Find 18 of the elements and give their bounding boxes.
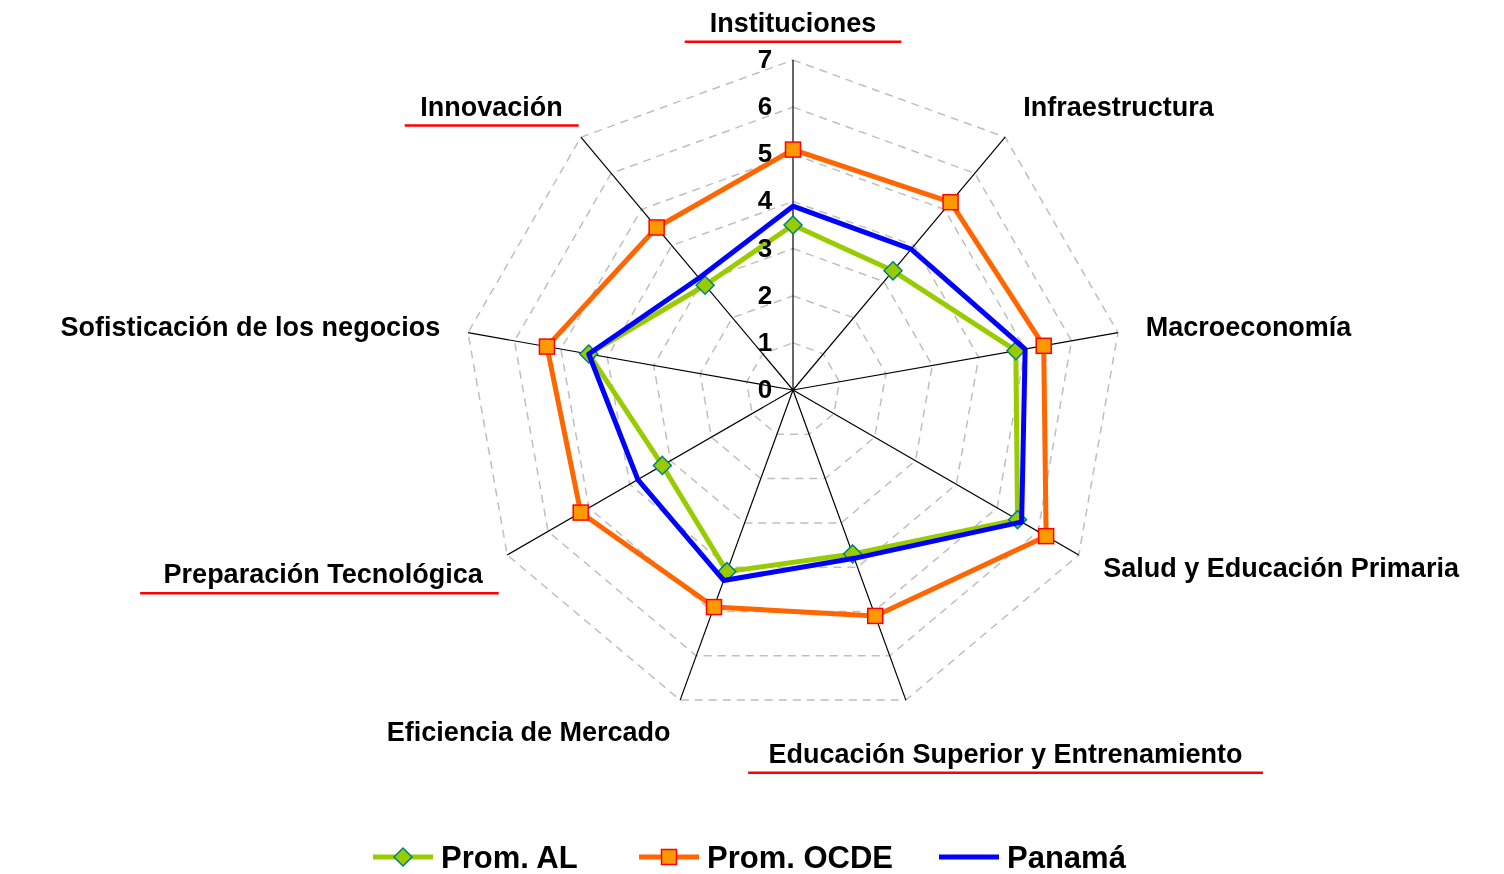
spoke-label: Educación Superior y Entrenamiento <box>768 738 1243 769</box>
y-tick-label: 1 <box>757 326 773 357</box>
legend-label: Prom. OCDE <box>707 840 894 874</box>
spoke-label: Infraestructura <box>1023 91 1215 122</box>
spoke-label: Salud y Educación Primaria <box>1103 553 1460 584</box>
spoke-label: Instituciones <box>709 7 877 38</box>
spoke-label: Eficiencia de Mercado <box>386 716 671 747</box>
legend-label: Panamá <box>1007 840 1127 874</box>
y-tick-label: 5 <box>757 138 773 169</box>
spoke-label: Sofisticación de los negocios <box>60 311 441 342</box>
y-tick-label: 6 <box>757 91 773 122</box>
y-tick-label: 7 <box>757 44 773 74</box>
y-tick-label: 2 <box>757 279 773 310</box>
spoke-label: Macroeconomía <box>1145 311 1353 342</box>
legend-label: Prom. AL <box>441 840 578 874</box>
y-tick-label: 4 <box>757 185 773 216</box>
spoke-label: Innovación <box>420 91 563 122</box>
spoke-label: Preparación Tecnológica <box>163 559 484 590</box>
